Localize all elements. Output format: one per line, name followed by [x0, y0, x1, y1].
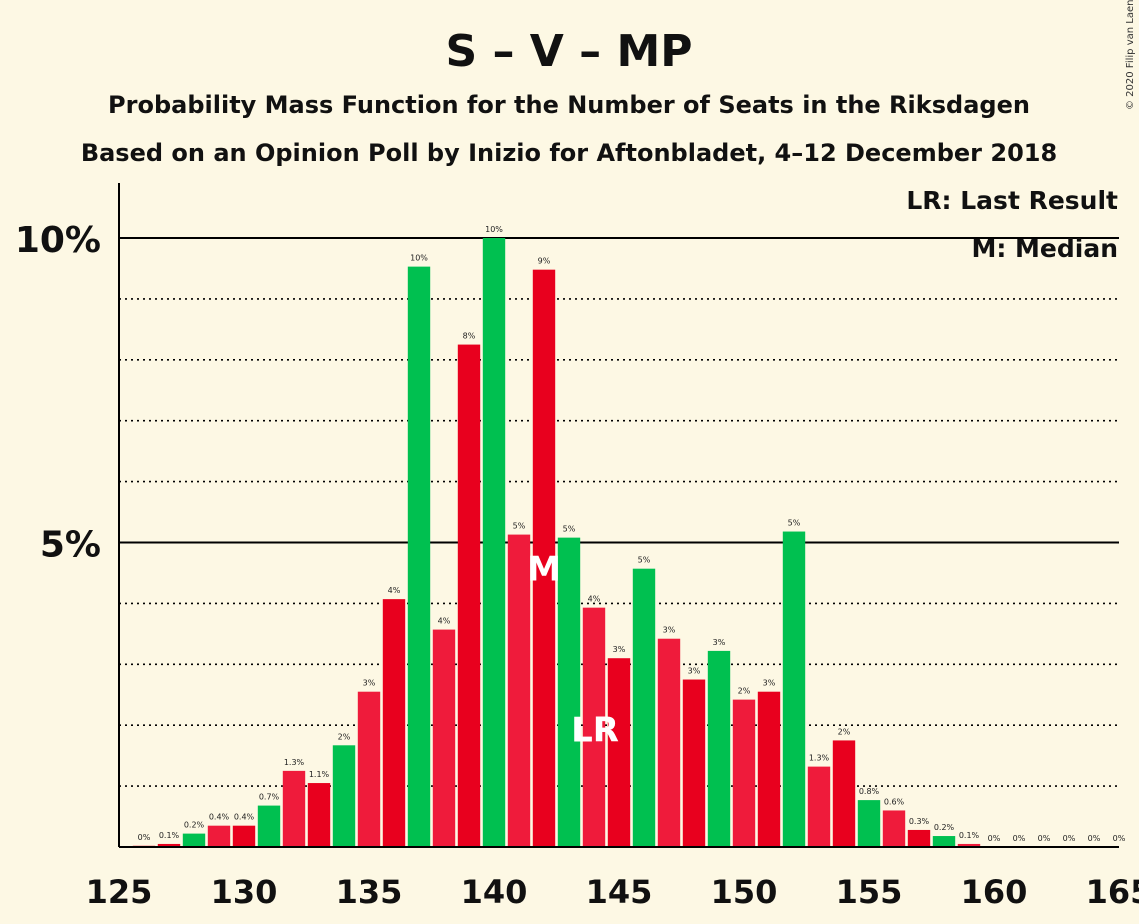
- x-tick-label-155: 155: [836, 873, 903, 911]
- last-result-marker: LR: [571, 711, 619, 751]
- bar-labels-group: 0% 0.1% 0.2% 0.4% 0.4% 0.7% 1.3% 1.1% 2% 3% 4% 10% 4…: [138, 225, 1126, 843]
- bar-label-seat-129: 0.4%: [209, 813, 230, 822]
- bar-label-seat-165: 0%: [1113, 834, 1126, 843]
- bar-seat-147: [657, 638, 681, 847]
- bar-seat-127: [157, 843, 181, 847]
- bar-label-seat-155: 0.8%: [859, 787, 880, 796]
- x-tick-label-160: 160: [961, 873, 1028, 911]
- median-marker: M: [527, 550, 561, 590]
- bar-label-seat-130: 0.4%: [234, 813, 255, 822]
- bar-seat-133: [307, 783, 331, 847]
- bar-label-seat-164: 0%: [1088, 834, 1101, 843]
- bar-seat-140: [482, 238, 506, 847]
- bar-label-seat-131: 0.7%: [259, 793, 280, 802]
- bar-label-seat-147: 3%: [663, 626, 676, 635]
- bar-label-seat-150: 2%: [738, 687, 751, 696]
- bar-label-seat-134: 2%: [338, 732, 351, 741]
- bar-label-seat-161: 0%: [1013, 834, 1026, 843]
- bar-seat-141: [507, 534, 531, 847]
- bar-seat-159: [957, 843, 981, 847]
- bar-seat-139: [457, 344, 481, 847]
- y-tick-label-5: 5%: [40, 525, 101, 566]
- x-tick-label-125: 125: [86, 873, 153, 911]
- bar-label-seat-145: 3%: [613, 645, 626, 654]
- bar-label-seat-162: 0%: [1038, 834, 1051, 843]
- bar-label-seat-160: 0%: [988, 834, 1001, 843]
- bar-label-seat-136: 4%: [388, 586, 401, 595]
- bar-seat-148: [682, 679, 706, 847]
- bar-seat-151: [757, 691, 781, 847]
- bar-label-seat-132: 1.3%: [284, 758, 305, 767]
- bar-label-seat-126: 0%: [138, 833, 151, 842]
- bar-seat-156: [882, 810, 906, 847]
- chart-title: S – V – MP: [445, 26, 692, 77]
- x-tick-label-145: 145: [586, 873, 653, 911]
- bar-label-seat-159: 0.1%: [959, 831, 980, 840]
- bar-seat-153: [807, 766, 831, 847]
- bar-label-seat-140: 10%: [485, 225, 503, 234]
- x-tick-label-130: 130: [211, 873, 278, 911]
- bar-seat-132: [282, 770, 306, 847]
- bar-seat-142: [532, 269, 556, 848]
- chart-subtitle-1: Probability Mass Function for the Number…: [108, 91, 1030, 119]
- copyright-text: © 2020 Filip van Laenen: [1125, 0, 1136, 110]
- bar-label-seat-142: 9%: [538, 257, 551, 266]
- bar-label-seat-137: 10%: [410, 254, 428, 263]
- bar-seat-130: [232, 825, 256, 847]
- bar-seat-154: [832, 740, 856, 847]
- chart-subtitle-2: Based on an Opinion Poll by Inizio for A…: [81, 139, 1057, 167]
- legend-last-result: LR: Last Result: [906, 186, 1118, 215]
- bar-label-seat-151: 3%: [763, 679, 776, 688]
- bar-label-seat-158: 0.2%: [934, 823, 955, 832]
- bar-label-seat-148: 3%: [688, 667, 701, 676]
- x-tick-label-135: 135: [336, 873, 403, 911]
- bar-label-seat-127: 0.1%: [159, 831, 180, 840]
- bars-group: [132, 238, 981, 848]
- bar-seat-146: [632, 568, 656, 847]
- bar-seat-145: [607, 658, 631, 847]
- bar-label-seat-152: 5%: [788, 519, 801, 528]
- bar-label-seat-157: 0.3%: [909, 817, 930, 826]
- bar-seat-129: [207, 825, 231, 847]
- bar-seat-152: [782, 531, 806, 847]
- bar-seat-157: [907, 829, 931, 847]
- bar-seat-134: [332, 745, 356, 847]
- bar-label-seat-141: 5%: [513, 522, 526, 531]
- bar-label-seat-153: 1.3%: [809, 754, 830, 763]
- legend-median: M: Median: [971, 234, 1118, 263]
- bar-seat-128: [182, 833, 206, 847]
- x-tick-label-140: 140: [461, 873, 528, 911]
- bar-label-seat-149: 3%: [713, 638, 726, 647]
- bar-seat-150: [732, 699, 756, 847]
- bar-seat-155: [857, 800, 881, 847]
- bar-seat-149: [707, 650, 731, 847]
- bar-seat-137: [407, 266, 431, 847]
- bar-seat-135: [357, 691, 381, 847]
- bar-label-seat-135: 3%: [363, 679, 376, 688]
- bar-label-seat-156: 0.6%: [884, 797, 905, 806]
- bar-label-seat-144: 4%: [588, 595, 601, 604]
- bar-label-seat-139: 8%: [463, 332, 476, 341]
- axes-group: 5% 10% 125 130 135 140 145 150 155 160 165: [15, 183, 1139, 911]
- bar-label-seat-163: 0%: [1063, 834, 1076, 843]
- bar-label-seat-154: 2%: [838, 727, 851, 736]
- y-tick-label-10: 10%: [15, 220, 101, 261]
- bar-label-seat-143: 5%: [563, 525, 576, 534]
- bar-seat-144: [582, 607, 606, 847]
- x-tick-label-150: 150: [711, 873, 778, 911]
- bar-seat-131: [257, 805, 281, 847]
- x-tick-label-165: 165: [1086, 873, 1139, 911]
- bar-label-seat-133: 1.1%: [309, 770, 330, 779]
- bar-seat-136: [382, 599, 406, 847]
- bar-label-seat-128: 0.2%: [184, 821, 205, 830]
- bar-seat-143: [557, 537, 581, 847]
- bar-label-seat-138: 4%: [438, 617, 451, 626]
- bar-seat-138: [432, 629, 456, 847]
- bar-label-seat-146: 5%: [638, 556, 651, 565]
- bar-seat-158: [932, 836, 956, 847]
